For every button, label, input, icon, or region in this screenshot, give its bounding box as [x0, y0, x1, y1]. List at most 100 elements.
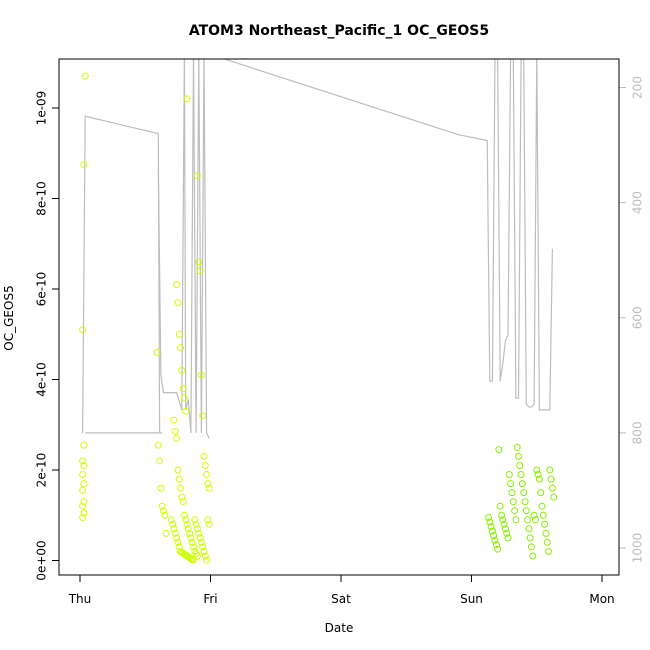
data-point — [200, 452, 208, 460]
data-point — [538, 502, 546, 510]
data-point — [518, 480, 526, 488]
data-point — [203, 471, 211, 478]
data-point — [545, 548, 552, 555]
data-point — [500, 520, 508, 528]
data-point — [80, 498, 88, 506]
data-point — [526, 534, 534, 542]
data-point — [490, 532, 498, 540]
data-point — [525, 525, 533, 533]
data-point — [190, 556, 197, 564]
y-tick-label: 4e-10 — [35, 362, 49, 397]
data-point — [180, 394, 188, 402]
right-tick-label: 200 — [631, 76, 645, 99]
data-point — [80, 161, 88, 169]
data-point — [504, 534, 512, 542]
data-point — [548, 484, 556, 492]
data-point — [174, 538, 182, 546]
data-point — [183, 95, 191, 103]
data-point — [177, 484, 184, 492]
right-tick-label: 800 — [631, 421, 645, 444]
data-point — [169, 520, 177, 528]
data-point — [520, 489, 528, 497]
x-tick-label: Fri — [203, 592, 217, 606]
data-point — [487, 523, 495, 531]
data-point — [205, 520, 213, 528]
data-point — [79, 457, 87, 465]
data-point — [200, 548, 208, 555]
data-point — [494, 545, 502, 553]
data-point — [188, 538, 196, 546]
data-point — [513, 443, 521, 451]
data-point — [503, 529, 511, 537]
data-point — [201, 462, 209, 469]
x-axis: Thu Fri Sat Sun Mon — [68, 575, 615, 606]
right-tick-label: 600 — [631, 306, 645, 329]
data-point — [79, 326, 87, 334]
data-point — [196, 267, 204, 275]
data-point — [492, 541, 500, 549]
x-tick-label: Mon — [589, 592, 614, 606]
pressure-line-1 — [157, 59, 210, 439]
data-point — [79, 486, 87, 494]
data-point — [199, 412, 207, 420]
data-point — [193, 552, 201, 560]
pressure-line-2 — [222, 59, 553, 411]
data-point — [191, 516, 199, 524]
data-point — [79, 471, 87, 478]
data-point — [488, 527, 496, 535]
data-point — [160, 507, 167, 515]
data-point — [175, 330, 183, 338]
data-point — [498, 511, 505, 519]
data-point — [485, 514, 492, 521]
data-point — [196, 534, 204, 542]
data-point — [170, 416, 178, 424]
data-point — [79, 514, 87, 521]
data-point — [170, 525, 178, 533]
data-point — [546, 466, 554, 474]
data-point — [204, 480, 212, 488]
data-point — [171, 428, 179, 435]
data-point — [178, 366, 186, 374]
data-point — [173, 434, 181, 442]
data-point — [534, 471, 542, 478]
data-point — [524, 516, 532, 524]
data-point — [533, 466, 541, 474]
data-point — [522, 507, 530, 515]
data-point — [521, 498, 529, 506]
data-point — [183, 520, 191, 528]
data-point — [174, 466, 182, 474]
data-point — [157, 484, 165, 492]
x-tick-label: Sun — [460, 592, 483, 606]
data-point — [179, 385, 187, 393]
data-point — [173, 281, 181, 288]
data-point — [512, 516, 520, 524]
data-point — [507, 480, 515, 488]
data-point — [199, 543, 207, 551]
data-point — [186, 529, 194, 537]
data-point — [531, 516, 539, 524]
data-point — [539, 511, 547, 519]
data-point — [501, 525, 509, 533]
right-tick-label: 1000 — [631, 533, 645, 564]
plot-content — [79, 59, 558, 564]
data-point — [162, 529, 170, 537]
chart-title: ATOM3 Northeast_Pacific_1 OC_GEOS5 — [189, 23, 489, 39]
data-point — [81, 72, 89, 80]
y-axis-label: OC_GEOS5 — [2, 285, 16, 350]
data-point — [509, 498, 517, 506]
y-tick-label: 0e+00 — [35, 540, 49, 580]
data-point — [80, 441, 88, 449]
data-point — [201, 552, 209, 560]
data-point — [528, 543, 535, 551]
data-point — [190, 543, 197, 551]
data-point — [508, 489, 516, 497]
data-point — [542, 529, 550, 537]
y-tick-label: 6e-10 — [35, 272, 49, 307]
data-point — [197, 538, 205, 546]
data-point — [167, 516, 175, 524]
data-point — [180, 511, 188, 519]
y-tick-label: 2e-10 — [35, 453, 49, 488]
data-point — [173, 534, 181, 542]
right-tick-label: 400 — [631, 191, 645, 214]
